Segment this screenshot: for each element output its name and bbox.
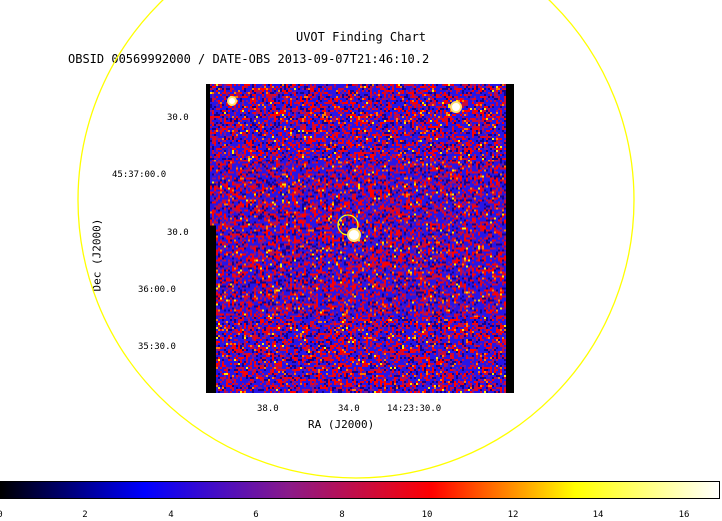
colorbar-tick-label: 10 [421, 510, 433, 520]
y-axis-label: Dec (J2000) [90, 218, 104, 292]
x-tick-label: 14:23:30.0 [387, 404, 442, 414]
x-tick-label: 38.0 [257, 404, 279, 414]
x-tick-label: 34.0 [338, 404, 360, 414]
colorbar-tick-label: 14 [592, 510, 604, 520]
chart-title: UVOT Finding Chart [295, 30, 427, 44]
y-tick-label: 35:30.0 [138, 342, 176, 352]
y-tick-label: 30.0 [167, 228, 189, 238]
colorbar-tick-label: 4 [168, 510, 174, 520]
colorbar [0, 481, 720, 499]
colorbar-tick-label: 2 [82, 510, 88, 520]
x-axis-label: RA (J2000) [308, 418, 375, 431]
y-tick-label: 45:37:00.0 [112, 170, 167, 180]
y-tick-label: 36:00.0 [138, 285, 176, 295]
colorbar-tick-label: 8 [339, 510, 345, 520]
colorbar-tick-label: 6 [253, 510, 259, 520]
colorbar-tick-label: 16 [678, 510, 690, 520]
y-tick-label: 30.0 [167, 113, 189, 123]
uvot-image-panel [206, 84, 514, 393]
chart-subtitle: OBSID 00569992000 / DATE-OBS 2013-09-07T… [68, 52, 430, 66]
image-pixels [206, 84, 514, 393]
colorbar-tick-label: 0 [0, 510, 3, 520]
colorbar-tick-label: 12 [507, 510, 519, 520]
